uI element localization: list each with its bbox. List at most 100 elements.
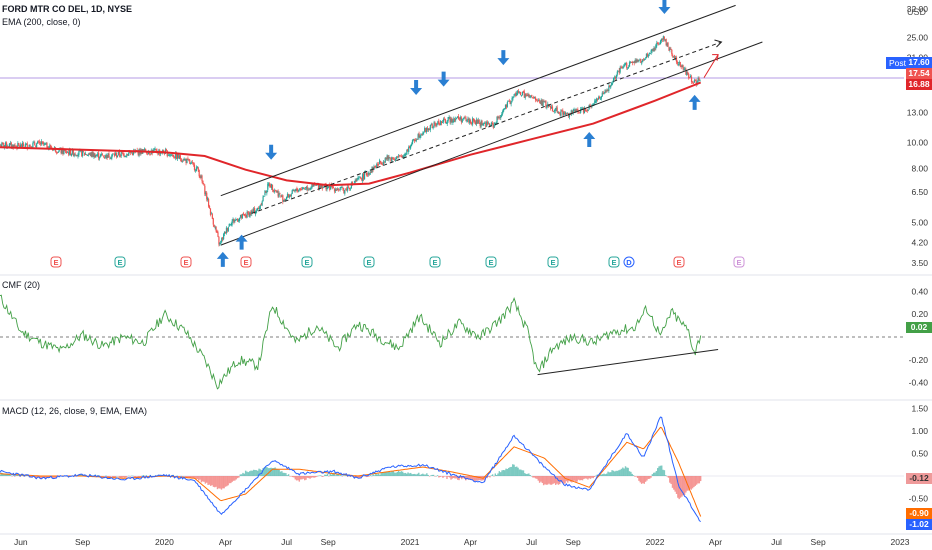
candle-body [94,153,96,158]
candle-body [624,63,626,67]
candle-body [502,111,504,114]
candle-body [463,117,465,119]
candle-body [190,162,192,165]
candle-body [165,148,167,151]
down-arrow-icon[interactable] [265,144,278,160]
earnings-marker-icon[interactable]: E [301,256,313,268]
earnings-marker-icon[interactable]: E [114,256,126,268]
candle-body [214,227,216,229]
macd-line[interactable] [0,416,701,523]
down-arrow-icon[interactable] [497,50,510,66]
candle-body [506,102,508,107]
candle-body [277,190,279,197]
candle-body [229,224,231,226]
candle-body [13,144,15,148]
candle-body [107,153,109,158]
cmf-value-tag: 0.02 [906,322,932,333]
candle-body [205,193,207,195]
down-arrow-icon[interactable] [437,71,450,87]
candle-body [268,183,270,185]
candle-body [20,144,22,148]
candle-body [44,143,46,145]
candle-body [462,117,464,120]
candle-body [285,198,287,201]
candle-body [242,213,244,215]
up-arrow-icon[interactable] [688,94,701,110]
cmf-trendline[interactable] [537,349,719,376]
macd-histogram[interactable] [0,464,702,500]
candle-body [77,154,79,157]
candle-body [612,77,615,83]
candle-body [241,214,244,218]
candle-body [167,154,169,156]
candle-body [472,118,475,121]
candle-body [472,118,474,125]
candle-body [619,67,621,73]
earnings-marker-icon[interactable]: E [608,256,620,268]
candle-body [88,154,90,155]
candle-body [486,122,488,127]
candle-body [211,214,213,219]
candle-body [630,62,633,63]
earnings-marker-icon[interactable]: E [363,256,375,268]
earnings-marker-icon[interactable]: E [733,256,745,268]
candle-body [418,133,420,138]
candle-body [0,144,1,146]
earnings-marker-icon[interactable]: E [50,256,62,268]
candle-body [552,111,555,113]
candle-body [343,189,345,194]
svg-text:D: D [626,258,632,267]
channel-mid-line[interactable] [251,41,722,214]
candle-body [265,191,267,193]
candle-body [476,119,478,124]
candle-body [217,232,219,237]
candle-body [344,190,346,194]
earnings-marker-icon[interactable]: E [180,256,192,268]
candle-body [440,120,442,125]
candle-body [326,187,328,190]
candle-body [519,92,522,95]
candle-body [87,154,89,156]
candle-body [9,142,11,145]
chart-title: FORD MTR CO DEL, 1D, NYSE [2,4,133,14]
candle-body [49,145,51,148]
candle-body [382,161,384,165]
down-arrow-icon[interactable] [658,0,671,14]
candle-body [332,187,335,189]
candle-body [394,159,396,161]
candles[interactable] [0,35,701,247]
candle-body [235,219,237,221]
up-arrow-icon[interactable] [235,234,248,250]
up-arrow-icon[interactable] [583,132,596,148]
candle-body [555,108,557,109]
candle-body [690,75,692,78]
earnings-marker-icon[interactable]: E [429,256,441,268]
earnings-marker-icon[interactable]: E [240,256,252,268]
macd-signal-line[interactable] [0,426,702,517]
candle-body [425,127,427,133]
candle-body [572,110,574,114]
candle-body [644,58,647,60]
earnings-marker-icon[interactable]: E [547,256,559,268]
dividend-marker-icon[interactable]: D [623,256,635,268]
channel-lower-line[interactable] [220,41,763,246]
candle-body [21,144,23,147]
earnings-marker-icon[interactable]: E [485,256,497,268]
up-arrow-icon[interactable] [216,251,229,267]
cmf-line[interactable] [0,294,702,390]
ema200-line[interactable] [0,81,702,187]
candle-body [414,140,416,142]
earnings-marker-icon[interactable]: E [673,256,685,268]
channel-upper-line[interactable] [220,4,736,197]
down-arrow-icon[interactable] [410,80,423,96]
candle-body [649,53,651,54]
candle-body [541,99,543,106]
candle-body [275,190,277,193]
candle-body [62,147,64,154]
candle-body [534,97,537,101]
projection-arrow[interactable] [703,54,719,78]
candle-body [601,92,603,97]
time-axis-label: 2021 [401,537,420,547]
candle-body [523,91,525,98]
